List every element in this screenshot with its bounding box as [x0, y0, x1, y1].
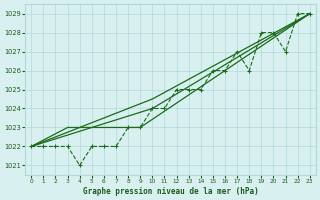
X-axis label: Graphe pression niveau de la mer (hPa): Graphe pression niveau de la mer (hPa) [83, 187, 258, 196]
